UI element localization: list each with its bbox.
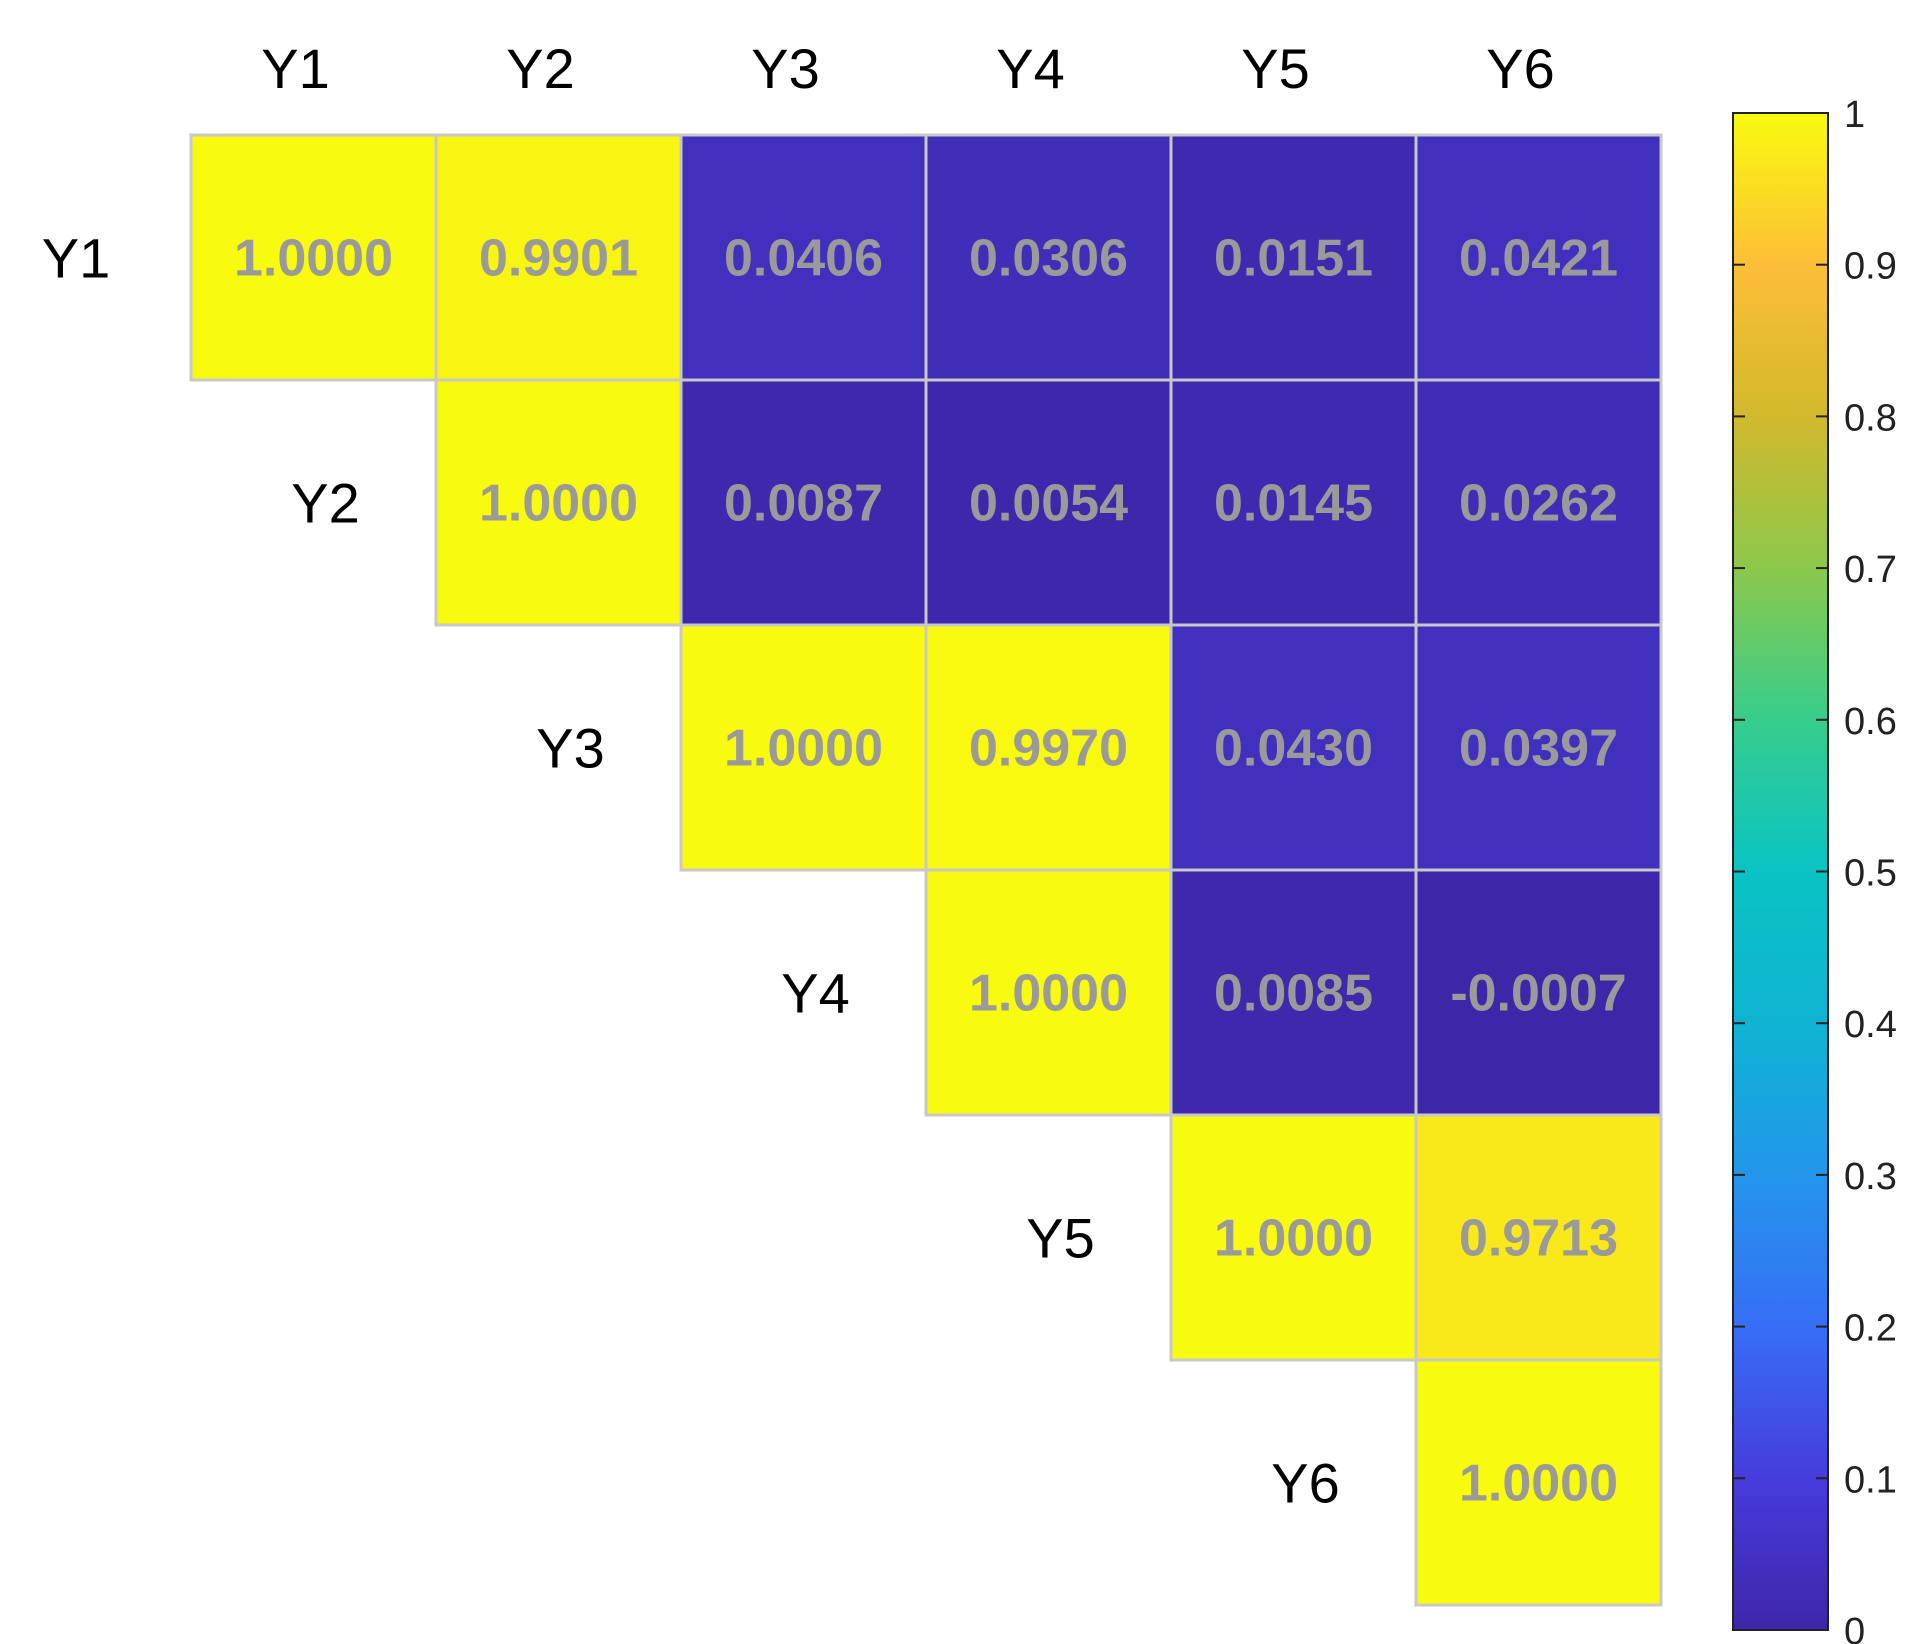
colorbar-tick-label-3: 0.3 <box>1844 1156 1897 1198</box>
cell-r4-c4 <box>924 868 1173 1117</box>
colorbar-tick-label-1: 0.1 <box>1844 1459 1897 1501</box>
column-label-1: Y1 <box>261 37 330 100</box>
column-label-2: Y2 <box>506 37 575 100</box>
colorbar-tick-label-6: 0.6 <box>1844 701 1897 743</box>
cell-value-r2-c6: 0.0262 <box>1459 475 1618 533</box>
cell-r4-c6 <box>1414 868 1663 1117</box>
cell-value-r1-c1: 1.0000 <box>234 230 393 288</box>
cell-r3-c4 <box>924 623 1173 872</box>
row-label-4: Y4 <box>781 962 850 1025</box>
cell-r5-c5 <box>1169 1113 1418 1362</box>
cell-value-r1-c2: 0.9901 <box>479 230 638 288</box>
cell-r1-c5 <box>1169 133 1418 382</box>
colorbar-tick-label-4: 0.4 <box>1844 1004 1897 1046</box>
cell-value-r2-c4: 0.0054 <box>969 475 1128 533</box>
heatmap-cells: 1.0000 0.9901 0.0406 0.0306 0.0151 0.0421 1.00… <box>189 133 1663 1607</box>
colorbar-gradient <box>1732 112 1829 1631</box>
cell-r2-c3 <box>679 378 928 627</box>
column-label-6: Y6 <box>1486 37 1555 100</box>
cell-value-r5-c6: 0.9713 <box>1459 1210 1618 1268</box>
row-label-1: Y1 <box>42 227 111 290</box>
colorbar-tick-label-7: 0.7 <box>1844 549 1897 591</box>
cell-r1-c1 <box>189 133 438 382</box>
row-label-6: Y6 <box>1271 1452 1340 1515</box>
colorbar-tick-label-0: 0 <box>1844 1611 1865 1644</box>
cell-value-r2-c2: 1.0000 <box>479 475 638 533</box>
cell-value-r3-c5: 0.0430 <box>1214 720 1373 778</box>
row-labels: Y1 Y2 Y3 Y4 Y5 Y6 <box>42 227 1340 1515</box>
cell-value-r3-c4: 0.9970 <box>969 720 1128 778</box>
colorbar-tick-label-2: 0.2 <box>1844 1308 1897 1350</box>
colorbar-tick-label-9: 0.9 <box>1844 246 1897 288</box>
cell-r1-c2 <box>434 133 683 382</box>
column-labels: Y1 Y2 Y3 Y4 Y5 Y6 <box>261 37 1555 100</box>
cell-value-r1-c5: 0.0151 <box>1214 230 1373 288</box>
cell-value-r6-c6: 1.0000 <box>1459 1455 1618 1513</box>
cell-r1-c4 <box>924 133 1173 382</box>
cell-value-r4-c6: -0.0007 <box>1450 965 1626 1023</box>
cell-value-r3-c6: 0.0397 <box>1459 720 1618 778</box>
cell-value-r1-c3: 0.0406 <box>724 230 883 288</box>
cell-value-r4-c4: 1.0000 <box>969 965 1128 1023</box>
colorbar-tick-label-8: 0.8 <box>1844 397 1897 439</box>
cell-r3-c6 <box>1414 623 1663 872</box>
cell-value-r1-c4: 0.0306 <box>969 230 1128 288</box>
cell-value-r2-c5: 0.0145 <box>1214 475 1373 533</box>
cell-r3-c5 <box>1169 623 1418 872</box>
colorbar-tick-label-10: 1 <box>1844 94 1865 136</box>
cell-r3-c3 <box>679 623 928 872</box>
row-label-3: Y3 <box>536 717 605 780</box>
colorbar-tick-label-5: 0.5 <box>1844 853 1897 895</box>
cell-r2-c2 <box>434 378 683 627</box>
cell-value-r1-c6: 0.0421 <box>1459 230 1618 288</box>
cell-r2-c6 <box>1414 378 1663 627</box>
row-label-2: Y2 <box>291 472 360 535</box>
column-label-3: Y3 <box>751 37 820 100</box>
row-label-5: Y5 <box>1026 1207 1095 1270</box>
cell-r5-c6 <box>1414 1113 1663 1362</box>
cell-r1-c6 <box>1414 133 1663 382</box>
cell-value-r5-c5: 1.0000 <box>1214 1210 1373 1268</box>
cell-r6-c6 <box>1414 1358 1663 1607</box>
cell-value-r3-c3: 1.0000 <box>724 720 883 778</box>
cell-r2-c5 <box>1169 378 1418 627</box>
cell-value-r2-c3: 0.0087 <box>724 475 883 533</box>
cell-r4-c5 <box>1169 868 1418 1117</box>
column-label-4: Y4 <box>996 37 1065 100</box>
cell-value-r4-c5: 0.0085 <box>1214 965 1373 1023</box>
cell-r1-c3 <box>679 133 928 382</box>
colorbar: 0 0.1 0.2 0.3 0.4 0.5 0.6 0.7 0.8 0.9 1 <box>1732 94 1897 1644</box>
column-label-5: Y5 <box>1241 37 1310 100</box>
